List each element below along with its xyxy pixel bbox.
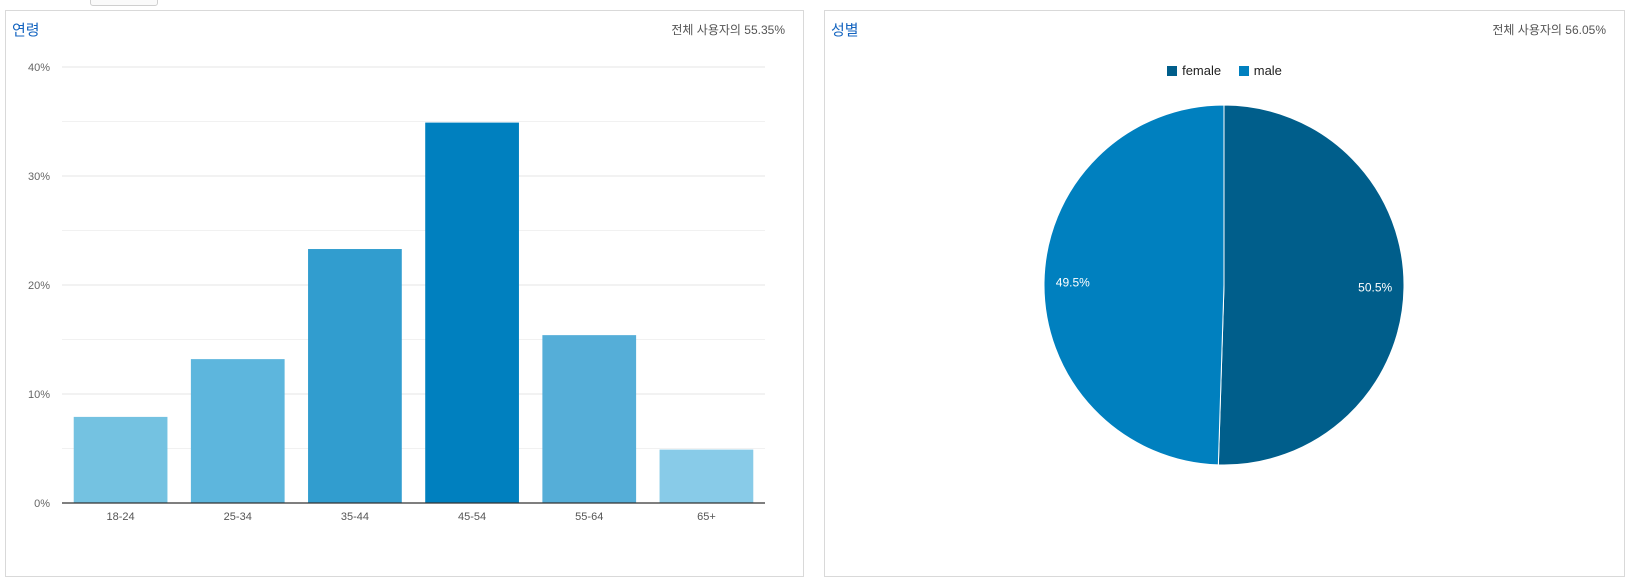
x-tick-label: 18-24: [107, 511, 135, 523]
legend-item-female[interactable]: female: [1167, 63, 1221, 78]
age-panel-title: 연령: [12, 22, 40, 39]
gender-pie-chart: 50.5% 49.5%: [1043, 104, 1405, 466]
top-tab[interactable]: [90, 0, 158, 6]
bar-65+[interactable]: [659, 449, 754, 503]
x-tick-label: 25-34: [224, 511, 252, 523]
y-tick-label: 40%: [28, 62, 50, 74]
x-tick-label: 55-64: [575, 511, 603, 523]
bar-55-64[interactable]: [542, 335, 637, 503]
age-panel: 연령 전체 사용자의 55.35% 0% 10% 20% 30% 40% 18-24 25-…: [5, 10, 804, 577]
y-tick-label: 20%: [28, 280, 50, 292]
y-tick-label: 10%: [28, 389, 50, 401]
y-tick-label: 30%: [28, 171, 50, 183]
gender-legend: female male: [825, 63, 1624, 79]
gender-panel-note: 전체 사용자의 56.05%: [1492, 23, 1606, 37]
legend-item-male[interactable]: male: [1238, 63, 1282, 78]
y-tick-label: 0%: [34, 498, 50, 510]
bar-25-34[interactable]: [190, 359, 285, 503]
legend-swatch-male: [1238, 65, 1249, 76]
x-tick-label: 35-44: [341, 511, 369, 523]
pie-slice-male[interactable]: [1043, 104, 1225, 466]
gender-panel-title: 성별: [831, 22, 859, 39]
bar-35-44[interactable]: [308, 249, 402, 503]
legend-label-male: male: [1253, 63, 1282, 78]
bar-18-24[interactable]: [73, 416, 168, 503]
x-tick-label: 65+: [697, 511, 716, 523]
legend-label-female: female: [1182, 63, 1222, 78]
pie-label-female: 50.5%: [1358, 280, 1392, 294]
pie-slice-female[interactable]: [1217, 104, 1405, 466]
legend-swatch-female: [1167, 65, 1178, 76]
pie-label-male: 49.5%: [1056, 276, 1090, 290]
age-panel-note: 전체 사용자의 55.35%: [671, 23, 785, 37]
bar-45-54[interactable]: [425, 122, 519, 503]
gender-panel: 성별 전체 사용자의 56.05% female male 50.5% 49.5%: [824, 10, 1625, 577]
age-bar-chart: 0% 10% 20% 30% 40% 18-24 25-34 35-44 45-54 55-64 6…: [28, 62, 765, 523]
x-tick-label: 45-54: [458, 511, 486, 523]
